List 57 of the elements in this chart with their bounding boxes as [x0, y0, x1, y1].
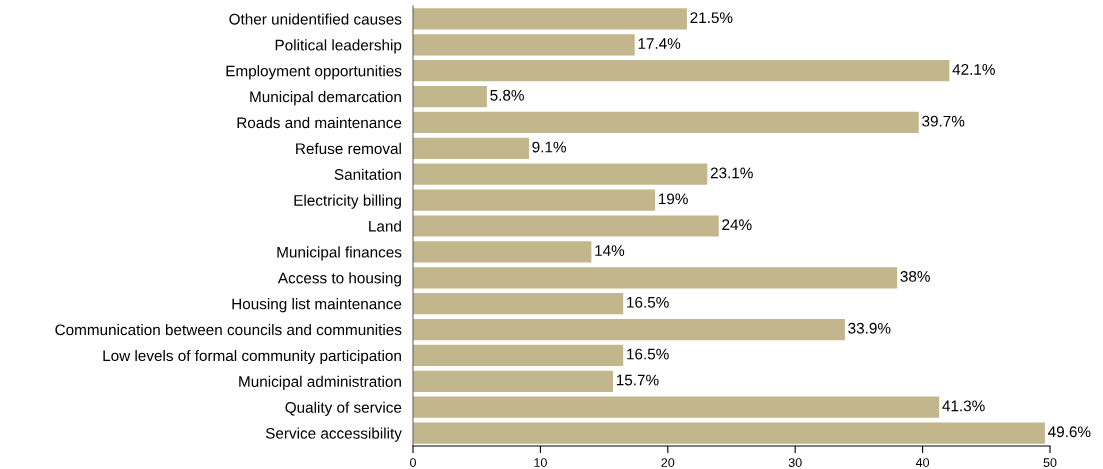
y-tick-label: Other unidentified causes: [229, 13, 402, 25]
bar: [413, 422, 1045, 444]
bar: [413, 344, 624, 367]
y-tick-label: Housing list maintenance: [232, 298, 402, 313]
data-label: 17.4%: [638, 38, 681, 49]
bar: [413, 318, 845, 341]
x-tick-label: 50: [1043, 458, 1057, 467]
x-tick-label: 40: [915, 458, 930, 467]
y-tick-label: Municipal demarcation: [250, 91, 401, 106]
bar: [413, 215, 719, 237]
bar: [413, 293, 624, 315]
data-label: 16.5%: [627, 348, 669, 360]
bar: [413, 137, 529, 159]
y-tick-label: Municipal finances: [277, 246, 402, 261]
x-tick-label: 0: [410, 458, 416, 467]
y-tick-label: Access to housing: [277, 272, 401, 287]
bar: [413, 370, 614, 392]
x-tick-label: 10: [534, 458, 547, 467]
bar: [413, 241, 592, 263]
y-tick-label: Service accessibility: [265, 427, 402, 442]
y-tick-label: Sanitation: [334, 168, 401, 180]
bar: [413, 267, 898, 289]
y-tick-label: Land: [369, 220, 401, 232]
y-tick-label: Roads and maintenance: [237, 116, 402, 129]
data-label: 23.1%: [710, 167, 753, 179]
bar: [413, 34, 635, 56]
data-label: 24%: [722, 219, 752, 231]
data-label: 15.7%: [616, 374, 659, 386]
bar: [413, 396, 940, 418]
bar: [413, 189, 656, 211]
data-label: 33.9%: [848, 322, 891, 334]
bar: [413, 60, 950, 82]
x-tick-label: 20: [661, 458, 675, 467]
bar: [413, 111, 919, 134]
bar: [413, 163, 708, 185]
data-label: 42.1%: [952, 63, 995, 75]
y-tick-label: Electricity billing: [294, 194, 401, 209]
y-tick-label: Quality of service: [285, 401, 402, 416]
data-label: 19%: [659, 193, 688, 205]
data-label: 49.6%: [1048, 426, 1091, 438]
y-tick-label: Municipal administration: [239, 375, 401, 390]
data-label: 21.5%: [690, 12, 733, 24]
y-tick-label: Low levels of formal community participation: [103, 349, 401, 365]
data-label: 39.7%: [922, 115, 965, 127]
y-tick-label: Employment opportunities: [226, 65, 402, 80]
bar: [413, 8, 687, 30]
y-tick-label: Political leadership: [275, 39, 402, 54]
data-label: 9.1%: [532, 141, 566, 153]
data-label: 41.3%: [942, 400, 985, 412]
data-label: 38%: [900, 271, 930, 282]
y-tick-label: Communication between councils and communities: [55, 323, 402, 336]
y-tick-label: Refuse removal: [296, 142, 401, 155]
data-label: 14%: [595, 245, 625, 256]
x-tick-label: 30: [788, 458, 802, 467]
data-label: 16.5%: [627, 296, 669, 308]
bar: [413, 85, 487, 108]
data-label: 5.8%: [490, 89, 524, 101]
